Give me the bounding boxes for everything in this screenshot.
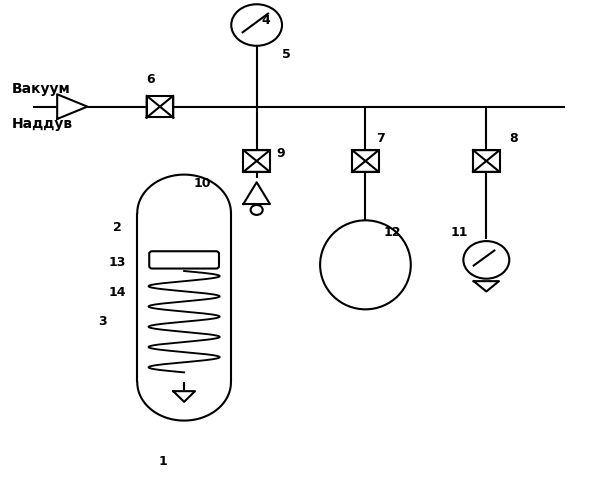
Polygon shape [146, 96, 160, 118]
Polygon shape [243, 161, 270, 172]
Polygon shape [352, 150, 379, 161]
Polygon shape [243, 150, 270, 161]
Text: 8: 8 [509, 132, 518, 145]
Circle shape [231, 4, 282, 46]
Text: Наддув: Наддув [12, 117, 73, 131]
Text: 9: 9 [276, 147, 285, 160]
Text: Вакуум: Вакуум [12, 82, 71, 96]
Text: 6: 6 [146, 73, 155, 86]
Bar [146, 96, 173, 118]
Text: 1: 1 [159, 455, 167, 468]
Text: 7: 7 [376, 132, 385, 145]
Bar [243, 150, 270, 172]
Polygon shape [352, 161, 379, 172]
Text: 14: 14 [109, 286, 126, 298]
Text: 12: 12 [384, 226, 401, 239]
Circle shape [251, 205, 263, 215]
Circle shape [464, 241, 509, 279]
Polygon shape [243, 182, 270, 204]
Text: 13: 13 [109, 256, 126, 269]
Text: 5: 5 [282, 48, 291, 61]
Text: 11: 11 [450, 226, 468, 239]
Bar [473, 150, 500, 172]
Polygon shape [473, 161, 500, 172]
Text: 10: 10 [193, 177, 211, 190]
Polygon shape [160, 96, 173, 118]
Text: 2: 2 [113, 221, 122, 234]
Bar [352, 150, 379, 172]
Ellipse shape [320, 220, 411, 310]
Polygon shape [173, 391, 195, 402]
Polygon shape [474, 281, 499, 291]
FancyBboxPatch shape [149, 251, 219, 268]
Text: 3: 3 [98, 315, 107, 328]
Polygon shape [473, 150, 500, 161]
Text: 4: 4 [261, 14, 270, 26]
Polygon shape [57, 94, 87, 119]
